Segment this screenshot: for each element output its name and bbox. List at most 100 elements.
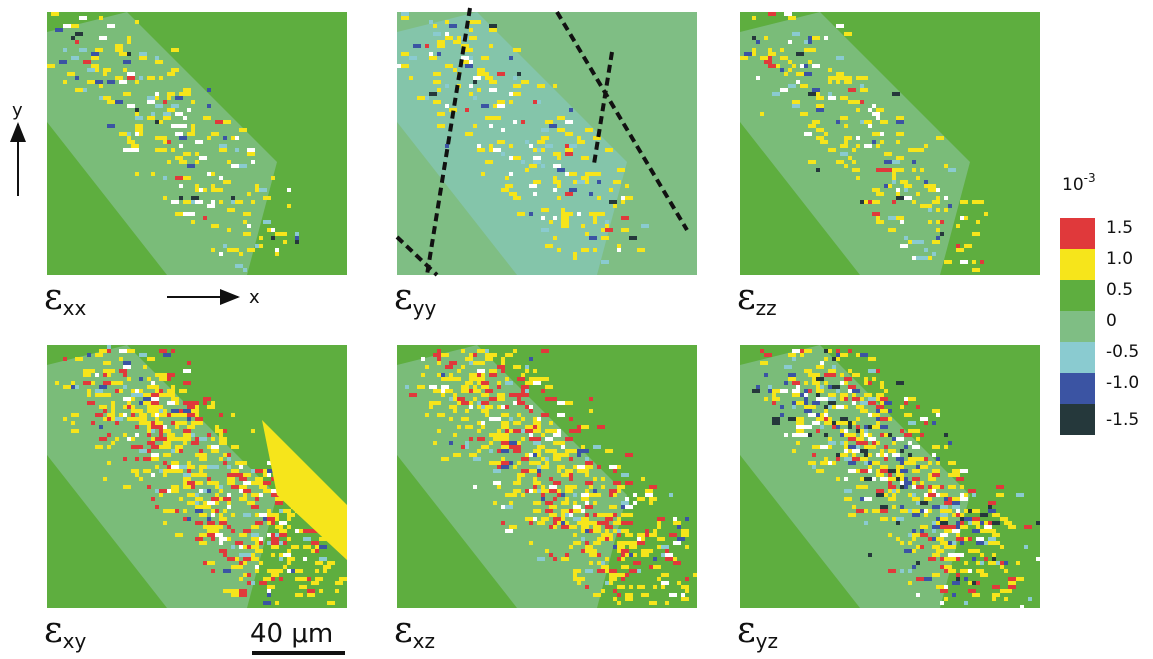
map-pixel	[908, 569, 912, 573]
map-pixel	[577, 140, 585, 144]
map-pixel	[872, 445, 876, 449]
map-pixel	[191, 441, 199, 445]
map-pixel	[529, 489, 533, 493]
map-pixel	[175, 176, 183, 180]
map-pixel	[123, 68, 127, 72]
map-pixel	[864, 477, 872, 481]
map-pixel	[199, 489, 203, 493]
map-pixel	[1036, 521, 1040, 525]
map-pixel	[796, 417, 804, 421]
map-pixel	[183, 116, 187, 120]
map-pixel	[573, 573, 577, 577]
map-pixel	[71, 36, 75, 40]
map-pixel	[271, 537, 279, 541]
map-pixel	[119, 52, 127, 56]
map-pixel	[183, 369, 191, 373]
map-pixel	[828, 148, 836, 152]
map-pixel	[605, 148, 613, 152]
map-pixel	[239, 533, 247, 537]
map-pixel	[1028, 597, 1032, 601]
map-pixel	[661, 585, 665, 589]
map-pixel	[227, 525, 231, 529]
map-pixel	[848, 385, 856, 389]
map-pixel	[469, 437, 473, 441]
map-pixel	[127, 417, 135, 421]
map-pixel	[493, 369, 497, 373]
map-pixel	[243, 545, 247, 549]
map-pixel	[836, 56, 844, 60]
map-pixel	[263, 489, 271, 493]
map-pixel	[243, 268, 247, 272]
map-pixel	[247, 573, 251, 577]
map-pixel	[267, 593, 271, 597]
map-pixel	[581, 529, 585, 533]
map-pixel	[804, 405, 812, 409]
map-pixel	[565, 401, 573, 405]
map-pixel	[139, 389, 143, 393]
map-pixel	[812, 421, 820, 425]
map-pixel	[948, 553, 956, 557]
map-pixel	[501, 441, 509, 445]
map-pixel	[816, 96, 824, 100]
map-pixel	[489, 148, 493, 152]
map-pixel	[195, 493, 199, 497]
map-pixel	[808, 461, 816, 465]
map-pixel	[812, 377, 816, 381]
map-pixel	[988, 541, 996, 545]
map-pixel	[131, 437, 135, 441]
map-pixel	[561, 509, 569, 513]
map-pixel	[800, 353, 804, 357]
map-pixel	[537, 557, 545, 561]
map-pixel	[139, 377, 143, 381]
map-pixel	[740, 56, 748, 60]
map-pixel	[936, 236, 940, 240]
map-pixel	[457, 369, 461, 373]
map-pixel	[533, 425, 537, 429]
map-pixel	[589, 493, 593, 497]
map-pixel	[557, 156, 561, 160]
map-pixel	[780, 68, 784, 72]
map-pixel	[441, 389, 445, 393]
map-pixel	[964, 561, 968, 565]
map-pixel	[601, 565, 609, 569]
map-pixel	[87, 393, 91, 397]
map-pixel	[311, 529, 319, 533]
map-pixel	[131, 148, 139, 152]
map-pixel	[247, 248, 255, 252]
map-pixel	[876, 493, 884, 497]
map-pixel	[469, 357, 473, 361]
map-pixel	[944, 569, 948, 573]
map-pixel	[529, 377, 537, 381]
map-pixel	[884, 493, 888, 497]
map-pixel	[271, 521, 275, 525]
map-pixel	[335, 589, 339, 593]
map-pixel	[251, 429, 255, 433]
map-pixel	[565, 553, 569, 557]
map-pixel	[521, 429, 525, 433]
map-pixel	[231, 248, 235, 252]
map-pixel	[239, 553, 243, 557]
map-pixel	[123, 485, 131, 489]
map-pixel	[203, 453, 207, 457]
map-pixel	[71, 56, 79, 60]
map-pixel	[139, 417, 147, 421]
map-pixel	[311, 541, 319, 545]
map-pixel	[151, 457, 159, 461]
map-pixel	[856, 509, 864, 513]
map-pixel	[852, 397, 860, 401]
map-pixel	[179, 497, 183, 501]
map-pixel	[804, 393, 808, 397]
map-pixel	[505, 405, 509, 409]
map-pixel	[473, 453, 477, 457]
map-pixel	[509, 525, 517, 529]
map-pixel	[159, 76, 163, 80]
map-pixel	[541, 493, 545, 497]
map-pixel	[537, 489, 541, 493]
map-pixel	[844, 32, 852, 36]
map-pixel	[171, 200, 179, 204]
map-pixel	[848, 100, 856, 104]
map-pixel	[593, 477, 597, 481]
map-pixel	[780, 405, 784, 409]
map-pixel	[852, 457, 860, 461]
map-pixel	[497, 393, 505, 397]
